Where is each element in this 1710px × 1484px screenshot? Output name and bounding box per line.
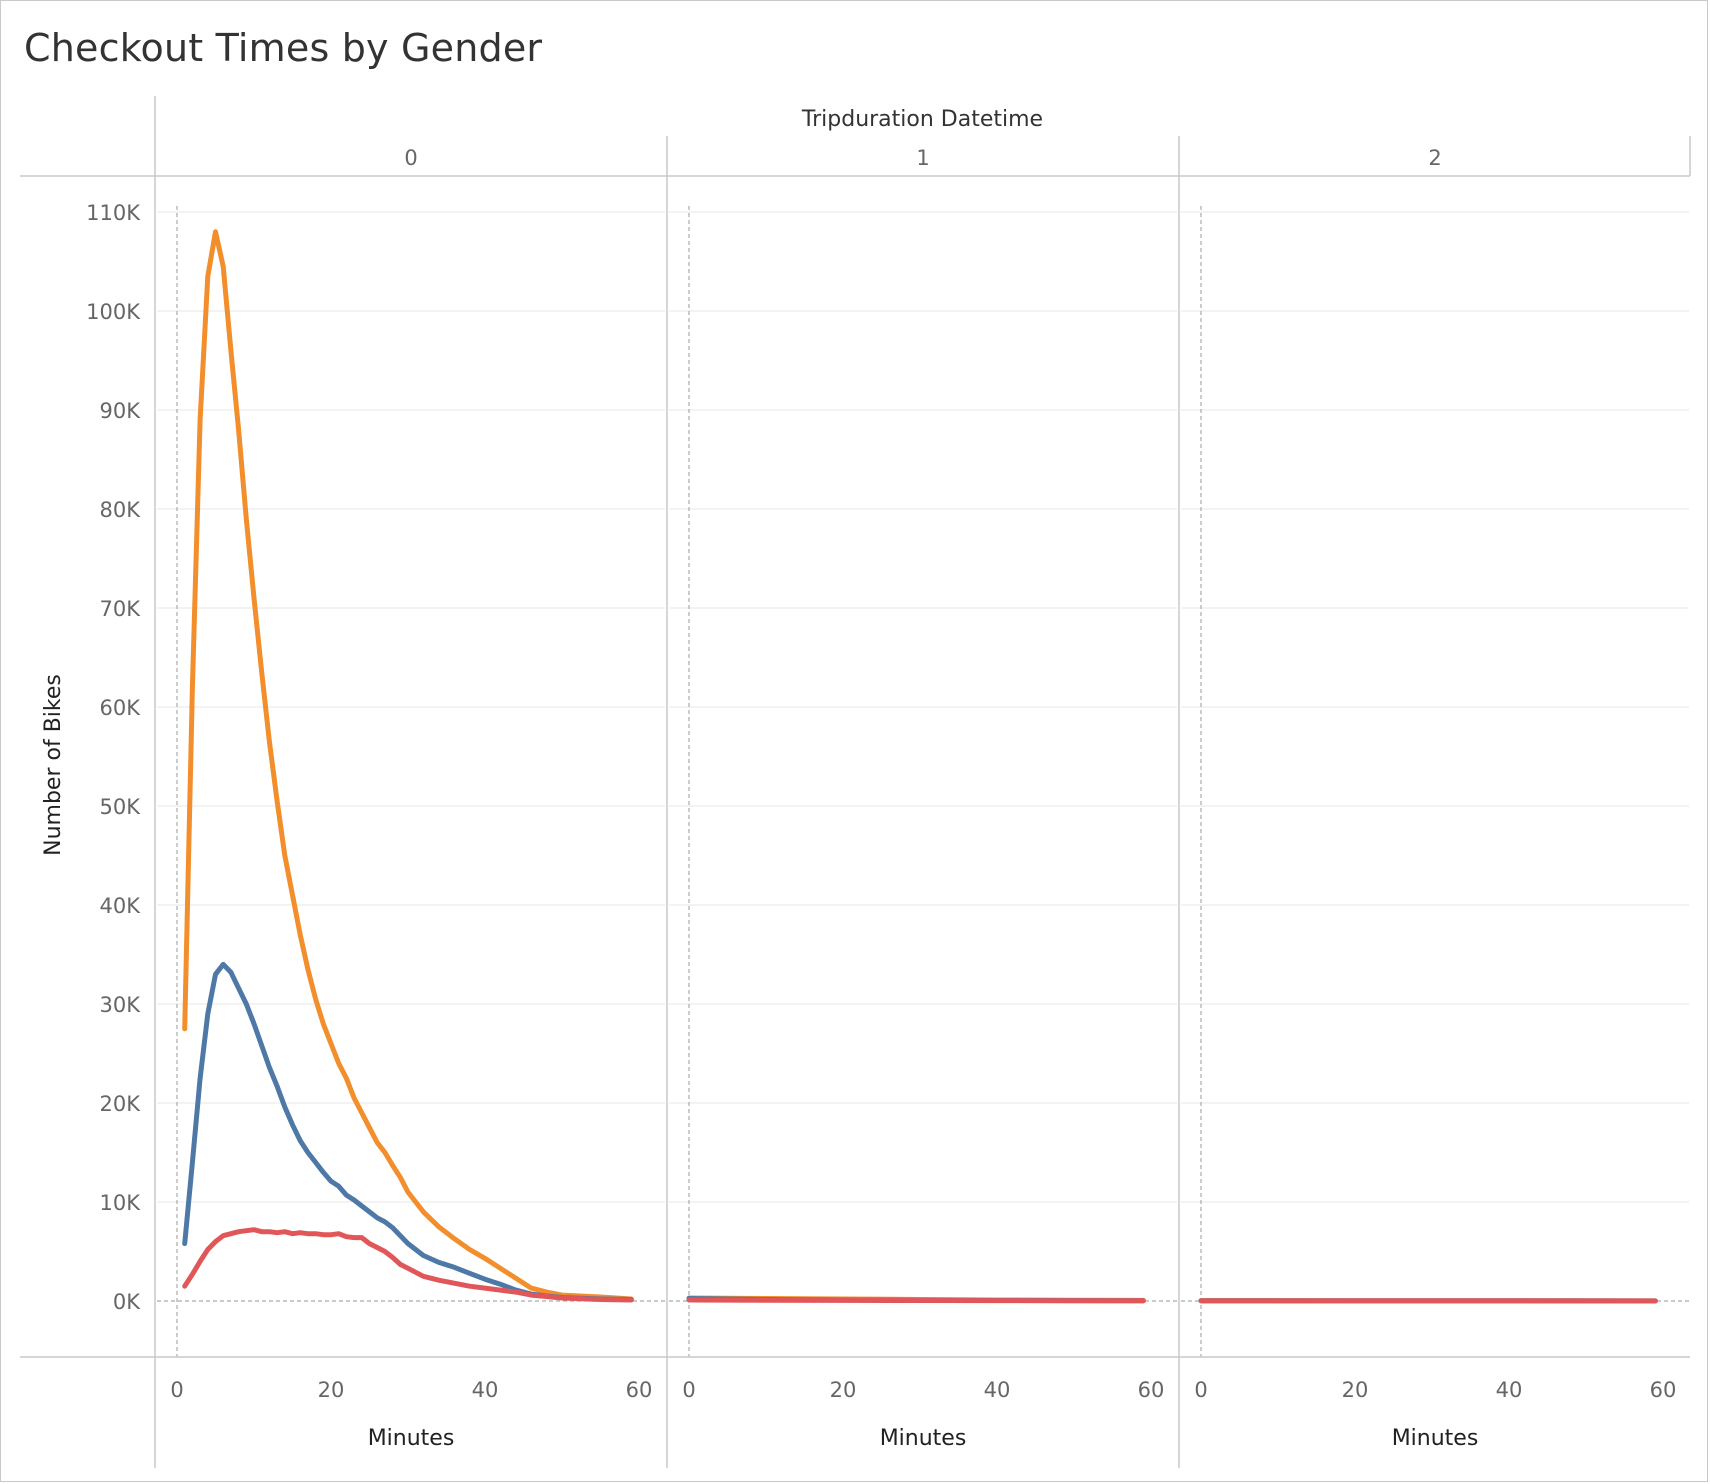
y-tick-label: 0K (113, 1290, 141, 1314)
panel-header: 2 (1428, 146, 1441, 170)
y-tick-label: 40K (100, 894, 142, 918)
x-axis-labels: Minutes Minutes Minutes (368, 1426, 1479, 1451)
y-tick-label: 30K (100, 993, 142, 1017)
chart-title: Checkout Times by Gender (24, 26, 543, 70)
series-line-2-panel-1 (686, 1297, 1146, 1304)
panel-headers: 0 1 2 (404, 146, 1441, 170)
series-line-1-panel-0 (182, 961, 634, 1302)
x-tick-label: 60 (1138, 1378, 1165, 1402)
x-tick-label: 60 (1650, 1378, 1677, 1402)
x-axis-label: Minutes (1392, 1426, 1479, 1451)
series-line-2-panel-0 (182, 1227, 634, 1303)
x-tick-label: 40 (1496, 1378, 1523, 1402)
y-tick-label: 80K (100, 498, 142, 522)
x-tick-label: 40 (472, 1378, 499, 1402)
x-tick-label: 0 (1194, 1378, 1207, 1402)
y-tick-label: 100K (86, 300, 141, 324)
series-lines (182, 229, 1658, 1304)
x-axis-label: Minutes (368, 1426, 455, 1451)
gridlines (157, 206, 1689, 1357)
x-tick-label: 40 (984, 1378, 1011, 1402)
x-tick-label: 0 (170, 1378, 183, 1402)
x-axis-label: Minutes (880, 1426, 967, 1451)
y-tick-label: 70K (100, 597, 142, 621)
x-tick-label: 20 (1342, 1378, 1369, 1402)
y-tick-label: 20K (100, 1092, 142, 1116)
y-tick-label: 50K (100, 795, 142, 819)
y-tick-label: 10K (100, 1191, 142, 1215)
series-line-0-panel-0 (182, 229, 634, 1302)
y-tick-label: 110K (86, 201, 141, 225)
x-tick-label: 20 (318, 1378, 345, 1402)
y-tick-label: 90K (100, 399, 142, 423)
y-axis-ticks: 0K 10K 20K 30K 40K 50K 60K 70K 80K 90K 100K 110K (86, 201, 141, 1314)
panel-header: 0 (404, 146, 417, 170)
x-tick-label: 60 (626, 1378, 653, 1402)
column-header: Tripduration Datetime (801, 107, 1043, 132)
x-tick-label: 0 (682, 1378, 695, 1402)
x-tick-label: 20 (830, 1378, 857, 1402)
y-tick-label: 60K (100, 696, 142, 720)
panel-frames (20, 96, 1691, 1468)
panel-header: 1 (916, 146, 929, 170)
y-axis-label: Number of Bikes (41, 674, 66, 856)
x-axis-ticks: 0 20 40 60 0 20 40 60 0 20 40 60 (170, 1378, 1676, 1402)
